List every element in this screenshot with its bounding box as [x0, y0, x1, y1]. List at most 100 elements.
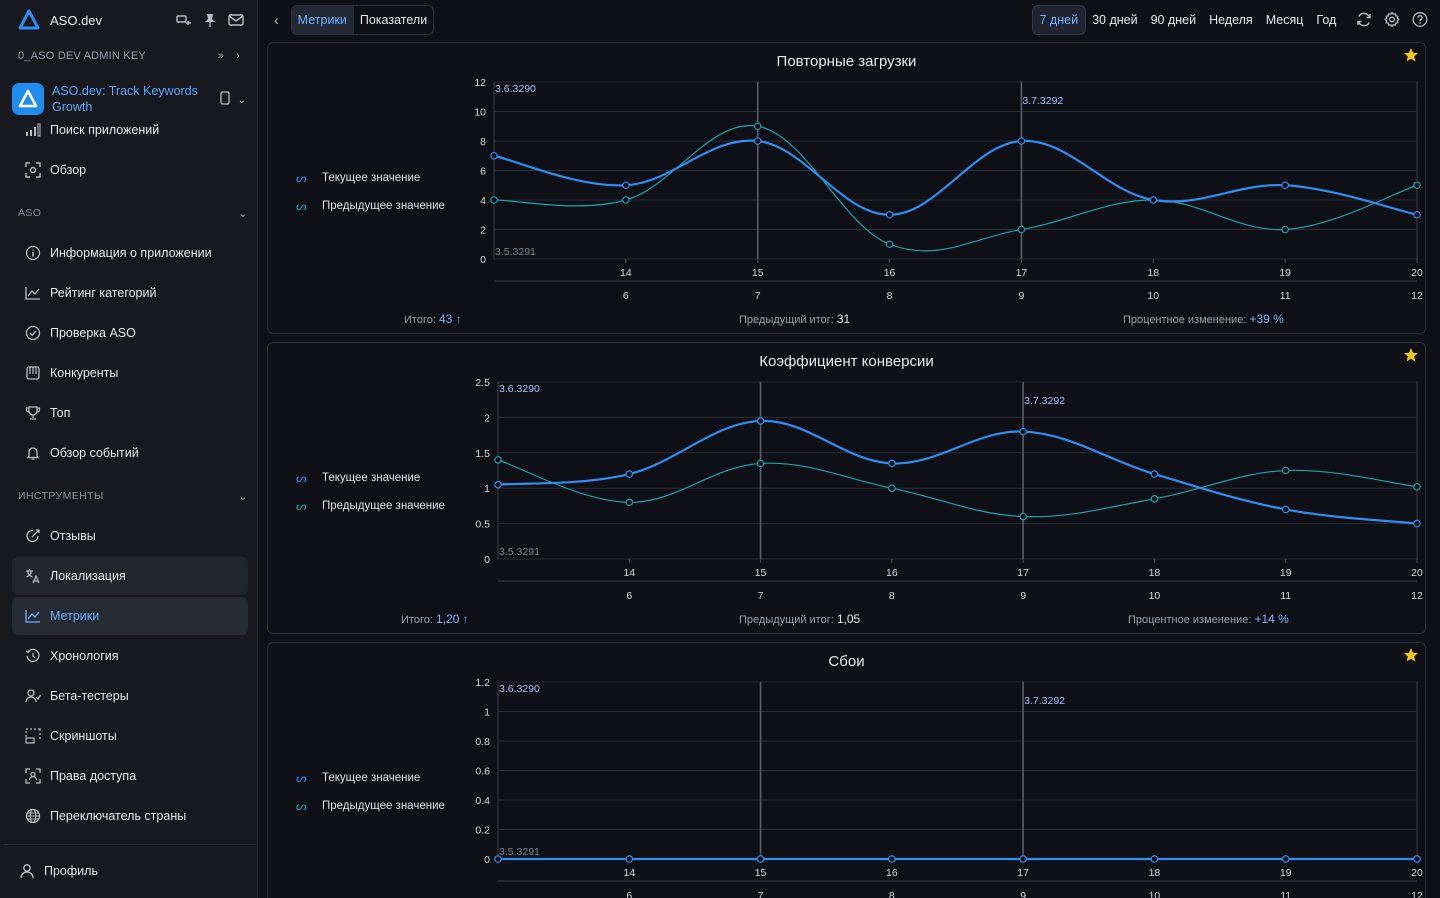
x-tick-label: 20	[1411, 267, 1423, 279]
range-90-days[interactable]: 90 дней	[1150, 13, 1197, 27]
sidebar-item-metrics[interactable]: Метрики	[12, 597, 248, 635]
x-tick-label: 20	[1411, 867, 1423, 879]
data-point-current	[1281, 855, 1290, 863]
data-point-current	[494, 855, 502, 863]
sidebar-item-screenshots[interactable]: Скриншоты	[12, 717, 248, 755]
data-point-previous	[494, 456, 502, 464]
chevron-down-icon[interactable]: ⌄	[238, 490, 248, 503]
chart-title: Сбои	[828, 653, 865, 670]
chart-title: Повторные загрузки	[776, 53, 917, 70]
user-icon	[18, 862, 36, 880]
history-icon	[24, 647, 42, 665]
sidebar-item-top[interactable]: Топ	[12, 394, 248, 432]
data-point-previous	[885, 240, 894, 249]
sidebar-item-category-ranking[interactable]: Рейтинг категорий	[12, 274, 248, 312]
range-7-days[interactable]: 7 дней	[1032, 5, 1086, 35]
section-tools-header[interactable]: ИНСТРУМЕНТЫ ⌄	[18, 486, 248, 506]
line-chart-repeat-downloads[interactable]: 0 2 4 6 8 10 12 14 15 16 17 18 19 20 6 7 8 9 10 11 12 3.6.329…	[268, 43, 1427, 335]
legend-item-current[interactable]: ᔕ Текущее значение	[296, 764, 445, 792]
sidebar-item-label: Проверка ASO	[50, 326, 136, 340]
legend-item-previous[interactable]: ᔕ Предыдущее значение	[296, 192, 445, 220]
data-point-current	[1281, 181, 1289, 190]
reviews-icon	[24, 527, 42, 545]
sidebar-item-app-search[interactable]: Поиск приложений	[12, 111, 248, 149]
back-chevron-icon[interactable]: ‹	[274, 12, 279, 28]
footer-prev-total: Предыдущий итог: 31	[739, 312, 850, 326]
x-tick-label: 14	[623, 867, 635, 879]
range-week[interactable]: Неделя	[1209, 13, 1253, 27]
chart-legend: ᔕ Текущее значение ᔕ Предыдущее значение	[296, 464, 445, 520]
sidebar-item-label: Информация о приложении	[50, 246, 212, 260]
gear-icon[interactable]	[1384, 11, 1400, 27]
sidebar-item-events[interactable]: Обзор событий	[12, 434, 248, 472]
line-chart-crashes[interactable]: 0 0.2 0.4 0.6 0.8 1 1.2 14 15 16 17 18 19 20 6 7 8 9 10 11 1…	[268, 643, 1427, 898]
double-chevron-right-icon[interactable]: »	[217, 50, 225, 62]
data-point-previous	[625, 498, 634, 507]
star-icon[interactable]	[1403, 347, 1419, 363]
x-prev-tick-label: 7	[758, 890, 764, 898]
sidebar-item-label: Конкуренты	[50, 366, 119, 380]
x-tick-label: 17	[1017, 867, 1029, 879]
x-prev-tick-label: 11	[1280, 290, 1291, 302]
selected-app[interactable]: ASO.dev: Track Keywords Growth ⌄	[8, 78, 250, 122]
release-marker-label: 3.5.3291	[499, 546, 540, 558]
sidebar-item-country-switcher[interactable]: Переключатель страны	[12, 797, 248, 835]
star-icon[interactable]	[1403, 647, 1419, 663]
y-tick-label: 4	[480, 195, 486, 207]
y-tick-label: 12	[474, 77, 486, 89]
legend-item-previous[interactable]: ᔕ Предыдущее значение	[296, 492, 445, 520]
prev-total-label: Предыдущий итог:	[739, 614, 834, 626]
sidebar-item-localization[interactable]: Локализация	[12, 557, 248, 595]
tab-indicators[interactable]: Показатели	[359, 13, 428, 27]
sidebar-item-access-rights[interactable]: Права доступа	[12, 757, 248, 795]
sidebar-item-label: Топ	[50, 406, 71, 420]
sidebar-item-history[interactable]: Хронология	[12, 637, 248, 675]
section-aso-header[interactable]: ASO ⌄	[18, 203, 248, 223]
refresh-icon[interactable]	[1356, 11, 1372, 27]
sidebar-item-app-info[interactable]: Информация о приложении	[12, 234, 248, 272]
api-key-row[interactable]: 0_ASO DEV ADMIN KEY » ›	[0, 42, 258, 70]
x-tick-label: 16	[886, 567, 898, 579]
sidebar-item-reviews[interactable]: Отзывы	[12, 517, 248, 555]
chevron-down-icon[interactable]: ⌄	[237, 95, 246, 106]
sidebar-item-beta-testers[interactable]: Бета-тестеры	[12, 677, 248, 715]
sidebar-item-competitors[interactable]: Конкуренты	[12, 354, 248, 392]
series-line-previous	[493, 125, 1418, 252]
series-line-current	[493, 139, 1418, 216]
sidebar-item-aso-check[interactable]: Проверка ASO	[12, 314, 248, 352]
device-phone-icon[interactable]	[219, 91, 230, 110]
legend-item-previous[interactable]: ᔕ Предыдущее значение	[296, 792, 445, 820]
x-tick-label: 16	[886, 867, 898, 879]
tab-metrics[interactable]: Метрики	[291, 6, 354, 34]
sidebar-item-overview[interactable]: Обзор	[12, 151, 248, 189]
y-tick-label: 0.2	[475, 825, 490, 837]
range-month[interactable]: Месяц	[1265, 13, 1304, 27]
sidebar-item-profile[interactable]: Профиль	[4, 848, 256, 894]
view-tabs: Метрики Показатели	[290, 5, 435, 35]
series-line-current	[497, 419, 1418, 525]
chart-card-crashes: Сбои ᔕ Текущее значение ᔕ Предыдущее значе…	[267, 642, 1426, 898]
data-point-previous	[622, 196, 630, 204]
x-prev-tick-label: 8	[887, 290, 893, 302]
range-30-days[interactable]: 30 дней	[1092, 13, 1138, 27]
line-chart-conversion-rate[interactable]: 0 0.5 1 1.5 2 2.5 14 15 16 17 18 19 20 6 7 8 9 10 11 12 3.6.…	[268, 343, 1427, 635]
x-prev-tick-label: 6	[626, 890, 632, 898]
chart-card-repeat-downloads: Повторные загрузки ᔕ Текущее значение ᔕ Пр…	[267, 42, 1426, 334]
legend-item-current[interactable]: ᔕ Текущее значение	[296, 464, 445, 492]
chevron-right-icon[interactable]: ›	[236, 50, 240, 62]
star-icon[interactable]	[1403, 47, 1419, 63]
competitors-icon	[24, 364, 42, 382]
data-point-current	[1150, 470, 1159, 478]
y-tick-label: 1.2	[475, 677, 490, 689]
sidebar-item-label: Обзор событий	[50, 446, 139, 460]
range-year[interactable]: Год	[1316, 13, 1337, 27]
help-icon[interactable]	[1412, 11, 1428, 27]
y-tick-label: 0	[484, 854, 490, 866]
chevron-down-icon[interactable]: ⌄	[238, 207, 248, 220]
data-point-current	[885, 210, 894, 219]
keys-icon[interactable]	[176, 12, 192, 28]
legend-item-current[interactable]: ᔕ Текущее значение	[296, 164, 445, 192]
x-prev-tick-label: 11	[1280, 590, 1291, 602]
pin-icon[interactable]	[202, 12, 218, 28]
mail-icon[interactable]	[228, 12, 244, 28]
